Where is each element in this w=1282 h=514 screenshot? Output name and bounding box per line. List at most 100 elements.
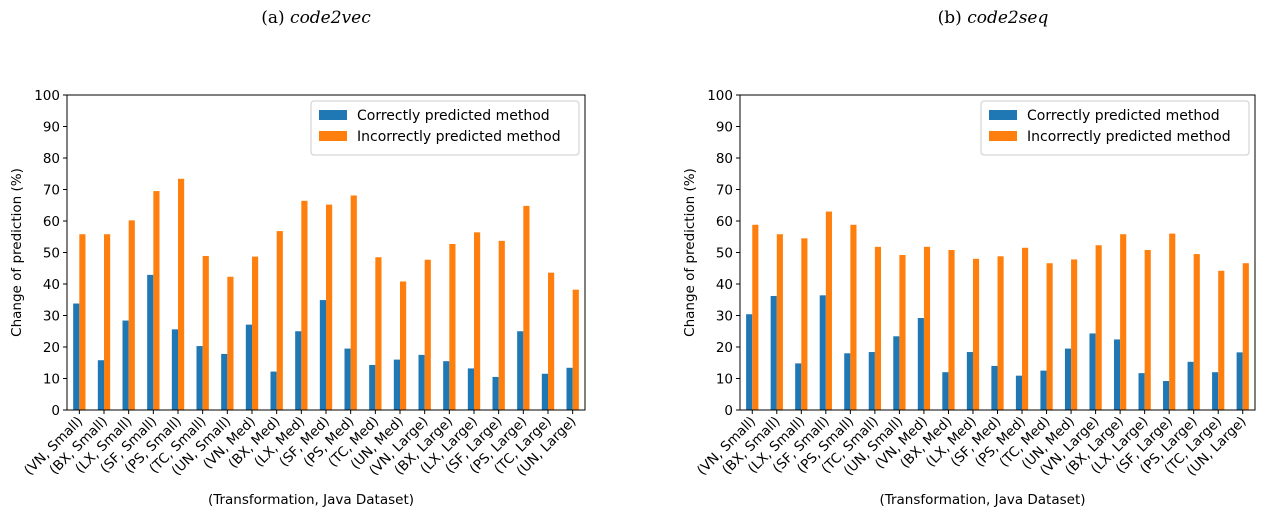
- bar-correct-7: [245, 324, 252, 410]
- bar-incorrect-18: [1193, 254, 1200, 410]
- bar-correct-17: [1163, 381, 1170, 410]
- bar-correct-9: [295, 331, 302, 410]
- y-tick-label: 20: [716, 340, 733, 356]
- y-tick-label: 70: [716, 183, 733, 199]
- bar-incorrect-14: [1095, 245, 1102, 410]
- bar-incorrect-3: [825, 211, 832, 410]
- bar-correct-2: [795, 363, 802, 410]
- caption-b: (b) code2seq: [843, 8, 1143, 28]
- bar-correct-1: [97, 360, 104, 410]
- bar-incorrect-16: [474, 232, 481, 410]
- bar-correct-8: [942, 372, 949, 410]
- bar-incorrect-8: [948, 249, 955, 410]
- bar-incorrect-20: [572, 289, 579, 410]
- y-tick-label: 90: [43, 120, 60, 136]
- legend-swatch-correct: [989, 110, 1017, 120]
- bar-incorrect-16: [1144, 249, 1151, 410]
- bar-correct-19: [1212, 372, 1219, 410]
- bar-incorrect-9: [972, 258, 980, 410]
- bar-correct-0: [73, 303, 80, 410]
- y-tick-label: 80: [43, 151, 60, 167]
- bar-incorrect-9: [301, 200, 308, 410]
- y-tick-label: 20: [43, 340, 60, 356]
- legend-swatch-correct: [319, 110, 347, 120]
- bar-correct-4: [171, 329, 178, 410]
- bar-incorrect-10: [326, 204, 333, 410]
- y-axis-label: Change of prediction (%): [9, 168, 25, 337]
- bar-incorrect-4: [850, 224, 857, 410]
- bar-incorrect-2: [128, 220, 135, 410]
- caption-b-label: (b): [937, 8, 962, 28]
- bar-correct-11: [1015, 375, 1023, 410]
- bar-correct-19: [541, 373, 548, 410]
- bar-incorrect-7: [252, 256, 259, 410]
- y-tick-label: 80: [716, 151, 733, 167]
- bar-correct-13: [393, 359, 400, 410]
- bar-correct-15: [443, 361, 450, 410]
- bar-correct-4: [844, 353, 851, 410]
- legend: Correctly predicted method Incorrectly pr…: [310, 100, 580, 156]
- bar-incorrect-6: [899, 255, 906, 410]
- legend-swatch-incorrect: [989, 131, 1017, 141]
- bar-incorrect-12: [1046, 263, 1053, 410]
- bar-correct-20: [566, 367, 573, 410]
- bar-incorrect-15: [1120, 234, 1127, 410]
- legend-box: [310, 100, 580, 156]
- bar-correct-8: [270, 371, 277, 410]
- bar-incorrect-13: [1071, 259, 1078, 410]
- y-tick-label: 50: [716, 246, 733, 262]
- bar-correct-6: [221, 353, 228, 410]
- y-tick-label: 50: [43, 246, 60, 262]
- bar-correct-10: [991, 365, 998, 410]
- legend-label-correct: Correctly predicted method: [357, 108, 550, 124]
- y-tick-label: 90: [716, 120, 733, 136]
- bar-incorrect-19: [1218, 270, 1225, 410]
- bar-correct-16: [1138, 373, 1145, 410]
- x-axis-label: (Transformation, Java Dataset): [208, 492, 414, 508]
- bar-correct-0: [746, 314, 753, 410]
- y-tick-label: 60: [716, 214, 733, 230]
- bar-correct-6: [893, 336, 900, 410]
- y-axis-label: Change of prediction (%): [682, 168, 698, 337]
- legend-box: [980, 100, 1250, 156]
- bar-correct-14: [418, 354, 425, 411]
- bar-correct-18: [1187, 361, 1194, 410]
- y-tick-label: 30: [716, 309, 733, 325]
- y-tick-label: 40: [43, 277, 60, 293]
- legend-label-incorrect: Incorrectly predicted method: [357, 129, 561, 145]
- caption-b-name: code2seq: [967, 8, 1049, 28]
- y-tick-label: 100: [707, 88, 733, 104]
- y-tick-label: 60: [43, 214, 60, 230]
- bar-correct-2: [122, 320, 129, 410]
- y-tick-label: 10: [43, 372, 60, 388]
- bar-incorrect-15: [449, 244, 456, 410]
- bar-incorrect-2: [801, 238, 808, 410]
- legend: Correctly predicted method Incorrectly pr…: [980, 100, 1250, 156]
- bar-correct-11: [344, 348, 351, 410]
- bar-incorrect-11: [350, 195, 357, 410]
- bar-correct-14: [1089, 333, 1096, 410]
- bar-correct-7: [917, 318, 924, 410]
- bar-incorrect-7: [923, 246, 931, 410]
- bar-incorrect-13: [400, 281, 407, 410]
- y-tick-label: 100: [34, 88, 60, 104]
- legend-label-incorrect: Incorrectly predicted method: [1027, 129, 1231, 145]
- bar-correct-12: [369, 364, 376, 410]
- bar-incorrect-10: [997, 256, 1004, 410]
- bar-correct-16: [467, 368, 474, 410]
- y-tick-label: 70: [43, 183, 60, 199]
- bar-correct-9: [966, 352, 973, 410]
- bar-incorrect-17: [1169, 233, 1176, 410]
- bar-incorrect-20: [1242, 263, 1249, 410]
- bar-correct-10: [319, 300, 326, 410]
- bar-incorrect-5: [202, 255, 209, 410]
- bar-correct-12: [1040, 370, 1047, 411]
- bar-correct-18: [517, 331, 524, 410]
- y-tick-label: 0: [724, 403, 733, 419]
- bar-incorrect-6: [227, 276, 234, 410]
- bar-incorrect-1: [776, 234, 783, 410]
- x-axis-label: (Transformation, Java Dataset): [879, 492, 1085, 508]
- bar-incorrect-4: [178, 178, 185, 410]
